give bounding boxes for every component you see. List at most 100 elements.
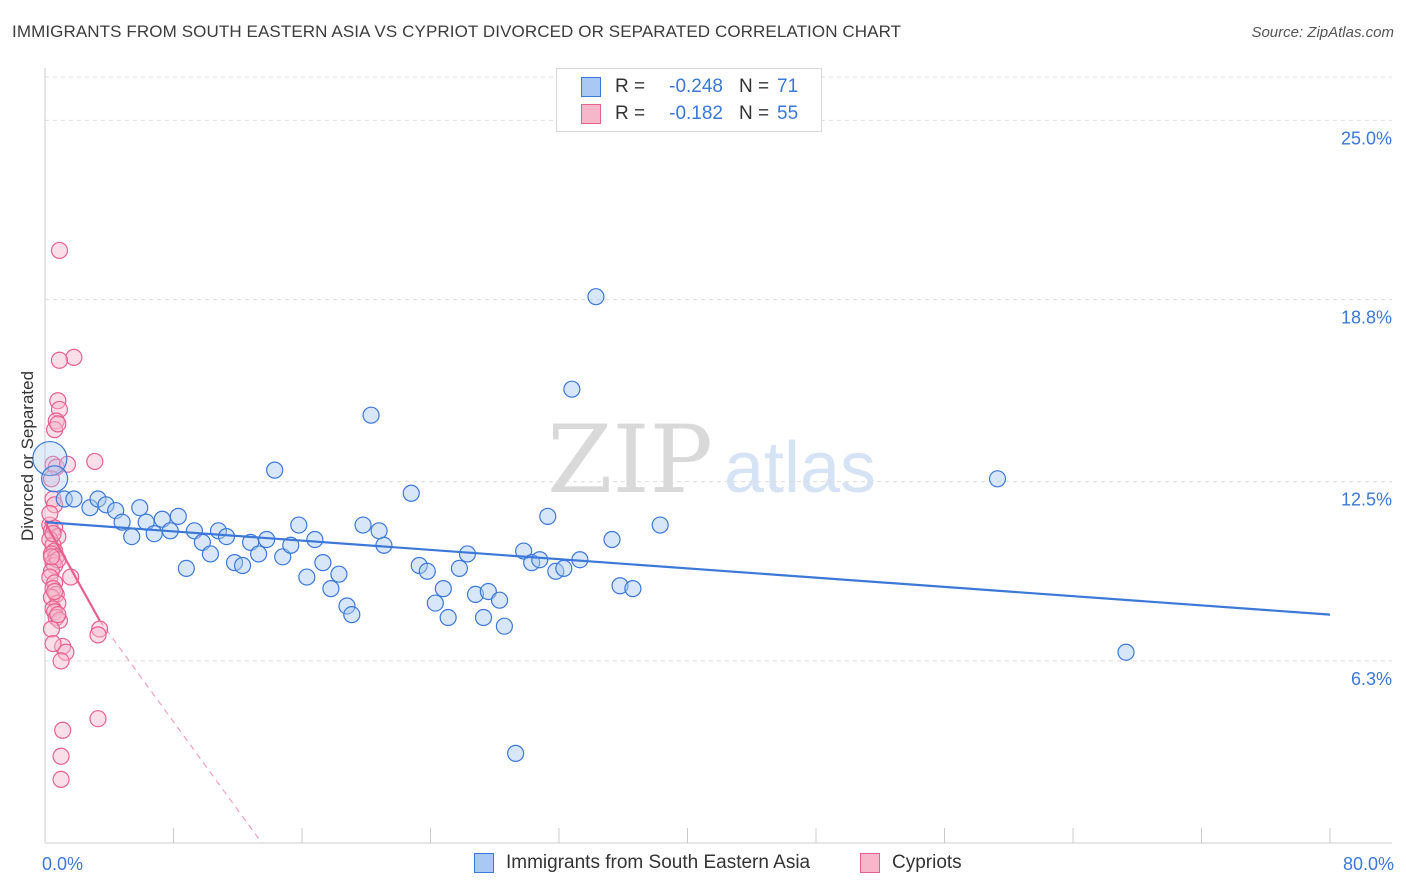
- data-point: [86, 452, 104, 471]
- data-point: [52, 770, 70, 789]
- data-point: [49, 392, 67, 410]
- data-point: [42, 620, 61, 638]
- legend-item-cypriots[interactable]: Cypriots: [860, 852, 962, 874]
- trend-line-sea: [44, 521, 1331, 616]
- data-point: [145, 525, 163, 543]
- data-point: [362, 406, 380, 424]
- legend-row-pink: R = -0.182 N = 55: [581, 101, 798, 127]
- chart-source: Source: ZipAtlas.com: [1251, 24, 1394, 41]
- legend-r-label: R =: [615, 76, 646, 97]
- x-tick-label-max: 80.0%: [1343, 854, 1394, 874]
- data-point: [354, 516, 372, 534]
- y-tick-label: 12.5%: [1341, 490, 1392, 510]
- data-point: [651, 516, 669, 534]
- data-point: [418, 562, 436, 580]
- data-point: [439, 608, 457, 627]
- y-axis-label: Divorced or Separated: [18, 371, 37, 541]
- data-point: [177, 559, 195, 577]
- legend-swatch-pink: [860, 853, 880, 873]
- legend-swatch-pink: [581, 104, 601, 124]
- data-point: [52, 747, 70, 765]
- data-point: [539, 507, 557, 525]
- y-tick-label: 18.8%: [1341, 308, 1392, 328]
- data-point: [131, 499, 149, 517]
- data-point: [282, 536, 300, 554]
- data-point: [50, 241, 69, 260]
- series-legend: Immigrants from South Eastern Asia Cypri…: [0, 852, 1406, 878]
- legend-label-sea: Immigrants from South Eastern Asia: [506, 852, 811, 873]
- legend-swatch-blue: [474, 853, 494, 873]
- legend-n-label: N =: [739, 76, 770, 97]
- data-point: [555, 559, 573, 577]
- data-point: [123, 527, 141, 546]
- data-point: [988, 470, 1007, 488]
- data-point: [495, 617, 513, 635]
- data-point: [169, 507, 187, 525]
- data-point: [563, 380, 581, 398]
- data-point: [479, 582, 497, 601]
- legend-n-value: 71: [777, 76, 799, 97]
- data-point: [611, 577, 629, 595]
- data-point: [624, 580, 642, 598]
- trend-extension-cypriots: [99, 620, 263, 844]
- data-point: [1117, 643, 1135, 661]
- data-point: [52, 652, 70, 670]
- data-point: [89, 626, 107, 644]
- legend-r-label: R =: [615, 103, 646, 124]
- data-point: [250, 545, 268, 563]
- data-point: [97, 496, 115, 514]
- data-point: [57, 643, 75, 661]
- data-point: [290, 516, 308, 534]
- data-point: [41, 504, 59, 523]
- data-point: [322, 580, 340, 598]
- legend-n-label: N =: [739, 103, 770, 124]
- data-point: [434, 580, 452, 598]
- data-point: [531, 551, 549, 569]
- data-point: [113, 513, 131, 531]
- data-point: [507, 744, 525, 762]
- data-point: [44, 634, 62, 653]
- legend-swatch-blue: [581, 77, 601, 97]
- data-point: [233, 556, 252, 575]
- data-point: [402, 484, 420, 502]
- data-point: [474, 608, 493, 627]
- data-point: [343, 606, 361, 624]
- data-point: [306, 530, 324, 549]
- data-point: [65, 348, 83, 366]
- data-point: [49, 415, 67, 433]
- data-point: [266, 461, 284, 479]
- y-tick-label: 6.3%: [1351, 669, 1392, 689]
- data-point: [201, 545, 220, 563]
- data-point: [65, 490, 83, 508]
- data-point: [46, 603, 64, 621]
- x-tick-label-min: 0.0%: [42, 854, 83, 874]
- legend-r-value: -0.248: [669, 76, 723, 97]
- data-point: [450, 559, 469, 577]
- legend-row-blue: R = -0.248 N = 71: [581, 74, 798, 100]
- data-point: [370, 522, 388, 540]
- data-point: [466, 585, 485, 604]
- data-point: [44, 554, 62, 572]
- data-point: [32, 440, 68, 477]
- data-point: [55, 490, 73, 508]
- data-point: [603, 530, 621, 549]
- stats-legend: R = -0.248 N = 71 R = -0.182 N = 55: [556, 68, 822, 132]
- trend-line-cypriots: [44, 521, 101, 621]
- data-point: [44, 455, 62, 473]
- data-point: [89, 710, 107, 728]
- data-point: [47, 585, 65, 604]
- legend-item-sea[interactable]: Immigrants from South Eastern Asia: [474, 852, 810, 874]
- data-point: [46, 582, 64, 601]
- watermark-zip: ZIP: [547, 406, 713, 515]
- data-point: [49, 606, 67, 624]
- data-point: [490, 591, 509, 609]
- data-point: [330, 565, 348, 583]
- data-point: [47, 412, 65, 430]
- data-point: [54, 721, 72, 739]
- chart-title: IMMIGRANTS FROM SOUTH EASTERN ASIA VS CY…: [12, 22, 902, 41]
- legend-n-value: 55: [777, 103, 799, 124]
- data-point: [298, 568, 316, 586]
- data-point: [426, 594, 444, 612]
- data-point: [46, 496, 64, 514]
